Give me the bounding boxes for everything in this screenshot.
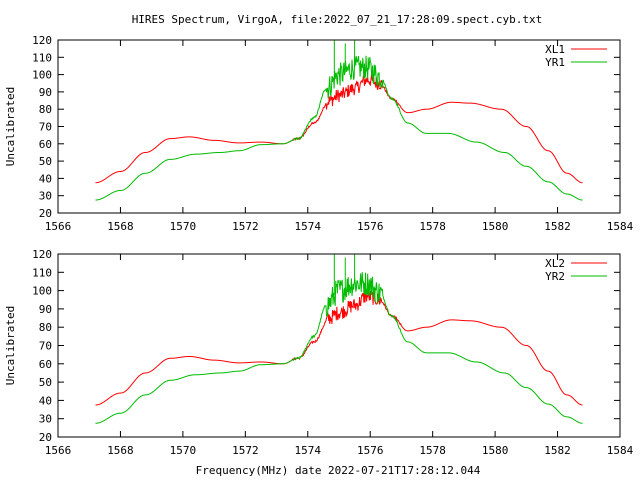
series-line-XL2 — [95, 289, 583, 406]
y-tick-label: 80 — [39, 321, 52, 334]
series-line-XL1 — [95, 74, 583, 184]
y-tick-label: 120 — [32, 34, 52, 47]
legend-label: XL2 — [545, 257, 565, 270]
y-tick-label: 20 — [39, 431, 52, 444]
x-tick-label: 1574 — [295, 220, 322, 233]
x-tick-label: 1572 — [232, 220, 259, 233]
y-tick-label: 50 — [39, 155, 52, 168]
y-tick-label: 20 — [39, 207, 52, 220]
plot-frame — [57, 39, 621, 214]
y-tick-label: 50 — [39, 376, 52, 389]
x-tick-label: 1566 — [45, 220, 72, 233]
x-tick-label: 1574 — [295, 444, 322, 457]
y-tick-label: 110 — [32, 51, 52, 64]
chart-title: HIRES Spectrum, VirgoA, file:2022_07_21_… — [132, 13, 543, 26]
y-axis-label: Uncalibrated — [4, 87, 17, 166]
y-tick-label: 90 — [39, 303, 52, 316]
y-tick-label: 110 — [32, 266, 52, 279]
y-tick-label: 30 — [39, 190, 52, 203]
x-tick-label: 1578 — [419, 220, 446, 233]
x-tick-label: 1576 — [357, 444, 384, 457]
y-tick-label: 40 — [39, 172, 52, 185]
x-tick-label: 1570 — [170, 220, 197, 233]
x-tick-label: 1584 — [607, 444, 634, 457]
x-tick-label: 1568 — [107, 220, 134, 233]
x-tick-label: 1576 — [357, 220, 384, 233]
x-axis-label: Frequency(MHz) date 2022-07-21T17:28:12.… — [196, 464, 481, 477]
x-tick-label: 1570 — [170, 444, 197, 457]
y-tick-label: 40 — [39, 394, 52, 407]
y-tick-label: 80 — [39, 103, 52, 116]
legend-label: XL1 — [545, 43, 565, 56]
y-tick-label: 90 — [39, 86, 52, 99]
y-tick-label: 70 — [39, 340, 52, 353]
y-tick-label: 120 — [32, 248, 52, 261]
y-tick-label: 100 — [32, 69, 52, 82]
y-tick-label: 60 — [39, 138, 52, 151]
x-tick-label: 1584 — [607, 220, 634, 233]
x-tick-label: 1566 — [45, 444, 72, 457]
x-tick-label: 1582 — [544, 220, 571, 233]
x-tick-label: 1582 — [544, 444, 571, 457]
x-tick-label: 1580 — [482, 220, 509, 233]
x-tick-label: 1578 — [419, 444, 446, 457]
top-panel: Uncalibrated 20 30 40 50 60 70 80 90 100 110 120 156… — [4, 34, 634, 233]
series-line-YR2 — [95, 272, 583, 424]
y-axis-label: Uncalibrated — [4, 306, 17, 385]
y-tick-label: 30 — [39, 413, 52, 426]
x-tick-label: 1580 — [482, 444, 509, 457]
legend-label: YR1 — [545, 56, 565, 69]
y-tick-label: 70 — [39, 121, 52, 134]
x-tick-label: 1568 — [107, 444, 134, 457]
bottom-panel: Uncalibrated 20 30 40 50 60 70 80 90 100 110 120 156… — [4, 248, 634, 457]
y-tick-label: 100 — [32, 285, 52, 298]
series-line-YR1 — [95, 55, 583, 201]
x-tick-label: 1572 — [232, 444, 259, 457]
legend-label: YR2 — [545, 270, 565, 283]
y-tick-label: 60 — [39, 358, 52, 371]
plot-frame — [57, 253, 621, 438]
